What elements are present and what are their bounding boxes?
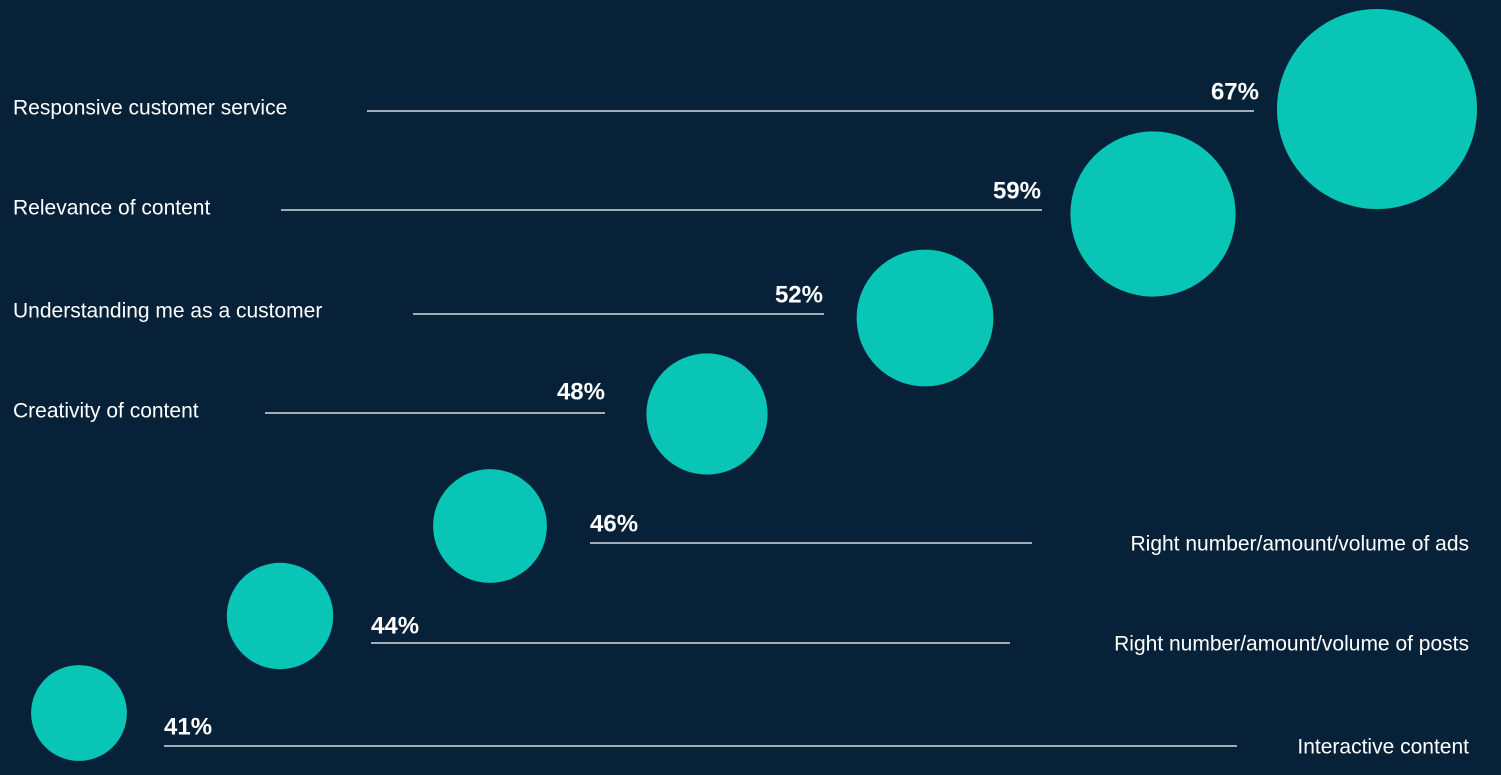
bubble-right-number-amount-volume-of-ads: [433, 469, 547, 583]
category-label-understanding-me-as-a-customer: Understanding me as a customer: [13, 300, 322, 323]
category-label-creativity-of-content: Creativity of content: [13, 400, 199, 423]
category-label-right-number-amount-volume-of-ads: Right number/amount/volume of ads: [1130, 533, 1469, 556]
bubble-responsive-customer-service: [1277, 9, 1477, 209]
category-label-right-number-amount-volume-of-posts: Right number/amount/volume of posts: [1114, 633, 1469, 656]
category-label-relevance-of-content: Relevance of content: [13, 197, 210, 220]
value-label-creativity-of-content: 48%: [557, 378, 605, 405]
value-label-relevance-of-content: 59%: [993, 177, 1041, 204]
value-label-responsive-customer-service: 67%: [1211, 78, 1259, 105]
value-label-right-number-amount-volume-of-ads: 46%: [590, 510, 638, 537]
value-label-interactive-content: 41%: [164, 713, 212, 740]
category-label-responsive-customer-service: Responsive customer service: [13, 97, 287, 120]
category-label-interactive-content: Interactive content: [1297, 736, 1469, 759]
bubble-creativity-of-content: [646, 353, 768, 475]
value-label-right-number-amount-volume-of-posts: 44%: [371, 612, 419, 639]
bubble-relevance-of-content: [1070, 131, 1236, 297]
value-label-understanding-me-as-a-customer: 52%: [775, 281, 823, 308]
bubble-interactive-content: [31, 665, 127, 761]
bubble-understanding-me-as-a-customer: [856, 249, 994, 387]
bubble-right-number-amount-volume-of-posts: [226, 562, 334, 670]
